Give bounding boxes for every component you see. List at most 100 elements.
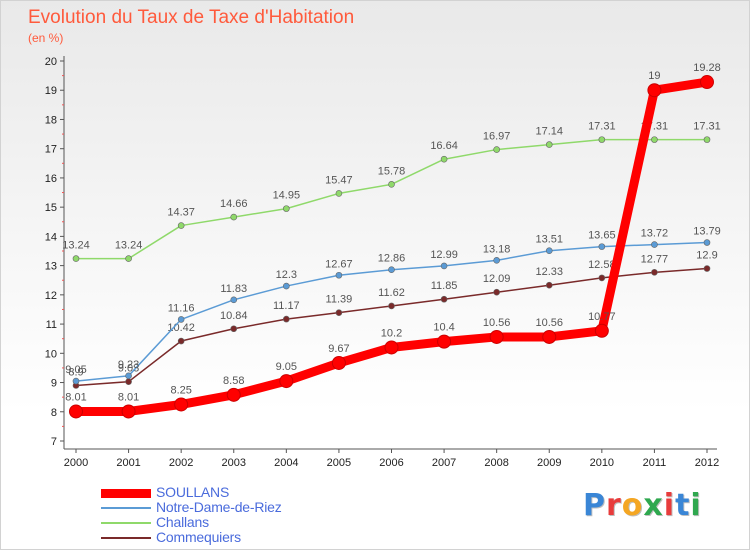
y-tick-label: 16 [45,173,57,185]
y-tick-label: 8 [51,407,57,419]
data-label-soullans: 8.01 [65,391,86,403]
data-label-soullans: 19.28 [693,62,721,74]
data-point-challans [125,255,132,262]
data-point-notre-dame-de-riez [703,239,711,246]
data-label-challans: 17.14 [535,126,563,138]
data-label-notre-dame-de-riez: 13.18 [483,243,511,255]
data-label-commequiers: 12.9 [696,250,717,262]
data-label-soullans: 10.2 [381,327,402,339]
data-point-notre-dame-de-riez [440,262,448,270]
data-point-commequiers [440,295,448,303]
data-label-soullans: 8.58 [223,375,244,387]
data-label-soullans: 9.67 [328,343,349,355]
y-tick-label: 14 [45,231,57,243]
x-tick-label: 2006 [379,457,403,469]
y-tick-label: 11 [46,319,57,331]
data-label-challans: 13.24 [62,240,90,252]
chart-title: Evolution du Taux de Taxe d'Habitation [28,7,355,28]
data-label-challans: 15.47 [325,174,353,186]
logo-letter: P [583,488,606,523]
data-label-commequiers: 12.58 [588,259,616,271]
legend-swatch [101,488,151,498]
data-point-challans [335,190,343,197]
data-label-challans: 14.66 [220,198,248,210]
data-label-soullans: 9.05 [276,361,297,373]
x-tick-label: 2000 [64,457,88,469]
data-label-soullans: 10.56 [535,317,563,329]
data-label-commequiers: 10.84 [220,310,248,322]
data-label-commequiers: 10.42 [167,322,195,334]
data-label-commequiers: 8.9 [68,366,83,378]
proxiti-logo: Proxiti [583,488,702,523]
data-point-notre-dame-de-riez [125,372,132,380]
data-point-notre-dame-de-riez [335,271,343,279]
data-point-soullans [700,75,714,90]
data-point-challans [598,136,606,143]
data-label-soullans: 19 [648,70,660,82]
data-label-notre-dame-de-riez: 12.99 [430,249,458,261]
y-tick-label: 12 [45,290,57,302]
y-tick-label: 7 [51,436,57,448]
data-label-notre-dame-de-riez: 12.67 [325,258,353,270]
legend-label: Notre-Dame-de-Riez [156,499,282,515]
data-point-challans [388,181,395,188]
data-point-notre-dame-de-riez [545,247,553,255]
data-point-challans [72,255,80,262]
data-point-soullans [69,404,83,419]
data-point-notre-dame-de-riez [598,243,606,250]
x-tick-label: 2005 [327,457,351,469]
data-point-commequiers [388,302,395,310]
data-label-challans: 16.64 [430,140,458,152]
data-point-challans [177,222,185,229]
data-label-commequiers: 11.39 [326,294,353,306]
data-label-notre-dame-de-riez: 12.3 [276,269,297,281]
data-point-commequiers [177,337,185,345]
logo-letter: t [675,488,691,523]
data-label-notre-dame-de-riez: 11.83 [220,283,247,295]
data-point-commequiers [598,274,606,282]
data-point-commequiers [335,309,343,316]
data-label-notre-dame-de-riez: 12.86 [378,253,406,265]
data-point-soullans [121,404,136,419]
data-point-soullans [647,83,662,98]
data-label-commequiers: 12.33 [535,266,563,278]
x-tick-label: 2002 [169,457,193,469]
x-tick-label: 2012 [695,457,719,469]
data-label-notre-dame-de-riez: 13.72 [641,228,669,240]
y-tick-label: 17 [45,144,57,156]
data-label-soullans: 10.77 [588,311,616,323]
x-tick-label: 2007 [432,457,456,469]
data-point-challans [493,146,500,153]
legend-label: SOULLANS [156,484,230,500]
data-point-soullans [437,334,452,349]
data-label-challans: 14.37 [167,207,195,219]
data-point-soullans [542,329,557,344]
x-tick-label: 2004 [274,457,298,469]
data-point-commequiers [545,281,553,289]
data-label-commequiers: 11.85 [431,280,458,292]
y-tick-label: 19 [45,85,57,97]
data-point-challans [545,141,553,148]
data-label-commequiers: 11.17 [273,300,300,312]
data-label-soullans: 8.25 [170,384,191,396]
data-point-soullans [279,374,294,389]
data-point-notre-dame-de-riez [388,266,395,274]
data-label-challans: 14.95 [273,190,301,202]
y-tick-label: 15 [45,202,57,214]
data-point-commequiers [230,325,238,333]
logo-letter: o [621,488,644,523]
logo-letter: i [663,488,676,523]
data-label-notre-dame-de-riez: 11.16 [168,302,195,314]
data-label-commequiers: 9.03 [118,363,139,375]
data-point-notre-dame-de-riez [177,316,185,323]
data-point-challans [440,155,448,163]
data-label-challans: 17.31 [588,121,616,133]
data-point-commequiers [283,315,290,323]
data-point-challans [230,213,238,221]
data-label-notre-dame-de-riez: 13.79 [693,226,721,238]
logo-letter: x [643,488,664,523]
data-point-notre-dame-de-riez [72,377,80,385]
data-point-commequiers [703,265,711,272]
data-label-commequiers: 12.09 [483,273,511,285]
